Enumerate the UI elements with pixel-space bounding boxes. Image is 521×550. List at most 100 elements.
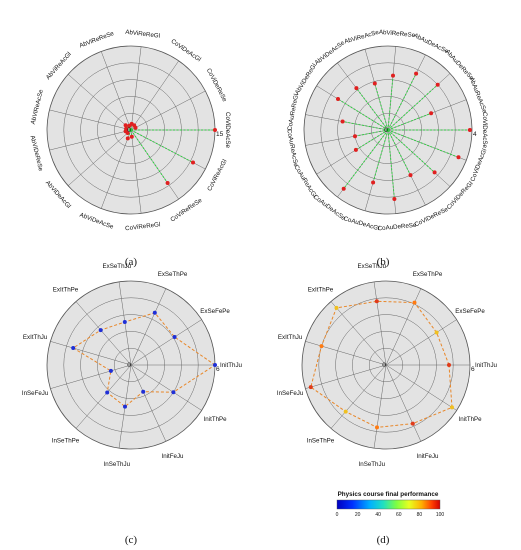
data-point <box>467 128 472 132</box>
axis-category-label: CoViDeAcGl <box>469 148 488 183</box>
axis-category-label: ExSeThPe <box>158 271 188 278</box>
axis-category-label: CoViReReGl <box>125 221 161 232</box>
axis-category-label: ExItThJu <box>23 334 48 341</box>
data-point <box>375 425 379 430</box>
grid-spoke <box>75 364 132 429</box>
axis-category-label: InSeFeJu <box>277 390 304 397</box>
data-point <box>127 123 132 128</box>
colorbar-tick-label: 40 <box>375 512 381 518</box>
colorbar: Physics course final performance 0 20 40 60… <box>336 491 445 518</box>
axis-category-label: ExSeFePe <box>200 308 230 315</box>
caption-d: (d) <box>377 534 390 546</box>
series-spoke <box>342 121 389 131</box>
data-point <box>71 346 76 350</box>
axis-category-label: AbViReAcSe <box>344 29 381 46</box>
axis-category-label: InitThJu <box>475 362 498 369</box>
data-point <box>171 390 176 395</box>
axis-category-label: CoViDeAcSe <box>224 112 231 149</box>
grid-spoke <box>50 364 132 389</box>
tick-label-max: 4 <box>473 131 477 138</box>
grid-spoke <box>49 129 132 151</box>
series-spoke <box>372 129 389 183</box>
grid-spoke <box>130 364 167 442</box>
axis-category-label: ExItThJu <box>278 334 303 341</box>
colorbar-title: Physics course final performance <box>338 491 439 498</box>
data-point <box>343 409 348 414</box>
colorbar-tick-label: 80 <box>417 512 423 518</box>
grid-spoke <box>100 51 132 131</box>
series-spoke <box>125 124 132 131</box>
data-point <box>391 73 395 78</box>
axis-category-label: CoAuDeReSe <box>377 222 417 233</box>
radar-panel-b: 04 CoViDeAcSeAbAuReAcSeAbAuDeReSeAbAuDeAc… <box>285 29 488 233</box>
series-polygon <box>72 312 216 408</box>
data-point <box>429 111 434 116</box>
colorbar-gradient <box>336 499 441 510</box>
series-spoke <box>387 129 411 176</box>
axis-category-label: AbViReReSe <box>79 30 116 50</box>
grid-spoke <box>373 364 387 449</box>
data-point <box>165 181 170 185</box>
grid-spoke <box>49 109 132 131</box>
grid-spoke <box>330 301 387 366</box>
data-point <box>354 86 359 91</box>
grid-spoke <box>130 288 167 366</box>
grid-spoke <box>67 129 132 186</box>
data-point <box>125 136 130 141</box>
data-point <box>341 186 346 191</box>
data-point <box>122 320 127 324</box>
data-point <box>408 173 413 178</box>
series-spoke <box>355 87 389 131</box>
data-point <box>213 363 217 367</box>
axis-category-label: InSeThPe <box>307 438 335 445</box>
axis-category-label: InitFeJu <box>161 453 184 460</box>
axis-category-label: AbViDeAcSe <box>79 212 115 231</box>
grid-spoke <box>130 319 202 366</box>
series-spoke <box>387 129 459 158</box>
axis-category-label: CoViDeAcSe <box>481 112 488 149</box>
series-spoke <box>374 83 389 131</box>
data-point <box>392 197 397 201</box>
data-point <box>353 147 358 152</box>
colorbar-tick-label: 60 <box>396 512 402 518</box>
grid-spoke <box>385 319 457 366</box>
data-point <box>108 368 113 373</box>
axis-category-label: AbAuReAcSe <box>468 76 488 114</box>
grid-spoke <box>130 60 179 131</box>
data-point <box>125 131 130 135</box>
data-point <box>434 330 439 335</box>
grid-spoke <box>305 341 387 366</box>
grid-spoke <box>305 364 387 389</box>
data-point <box>213 128 217 132</box>
data-point <box>340 119 345 124</box>
axis-category-label: AbViReReSe <box>379 29 416 39</box>
colorbar-tick-label: 100 <box>436 512 445 518</box>
series-spoke <box>130 129 168 184</box>
axis-category-label: CoViReAcGl <box>206 158 228 192</box>
colorbar-ticks: 0 20 40 60 80 100 <box>336 512 445 518</box>
grid-spoke <box>130 364 202 411</box>
series-spoke <box>130 129 133 137</box>
axis-category-label: InitThPe <box>459 416 483 423</box>
axis-category-label: CoAuDeAcGl <box>343 215 380 232</box>
tick-label-max: 15 <box>216 131 224 138</box>
data-point <box>372 81 377 86</box>
data-point <box>308 385 313 390</box>
data-point <box>98 328 103 333</box>
tick-label-zero: 0 <box>127 127 131 134</box>
axis-category-label: InitFeJu <box>416 453 439 460</box>
data-point <box>172 335 177 339</box>
data-point <box>129 134 134 139</box>
series-spoke <box>337 98 389 131</box>
data-point <box>374 299 379 304</box>
data-point <box>141 389 146 394</box>
axis-category-label: InitThPe <box>204 416 228 423</box>
data-point <box>432 170 437 175</box>
data-point <box>447 363 451 367</box>
grid-spoke <box>330 364 387 429</box>
grid-spoke <box>75 301 132 366</box>
axis-category-label: InSeThPe <box>52 438 80 445</box>
